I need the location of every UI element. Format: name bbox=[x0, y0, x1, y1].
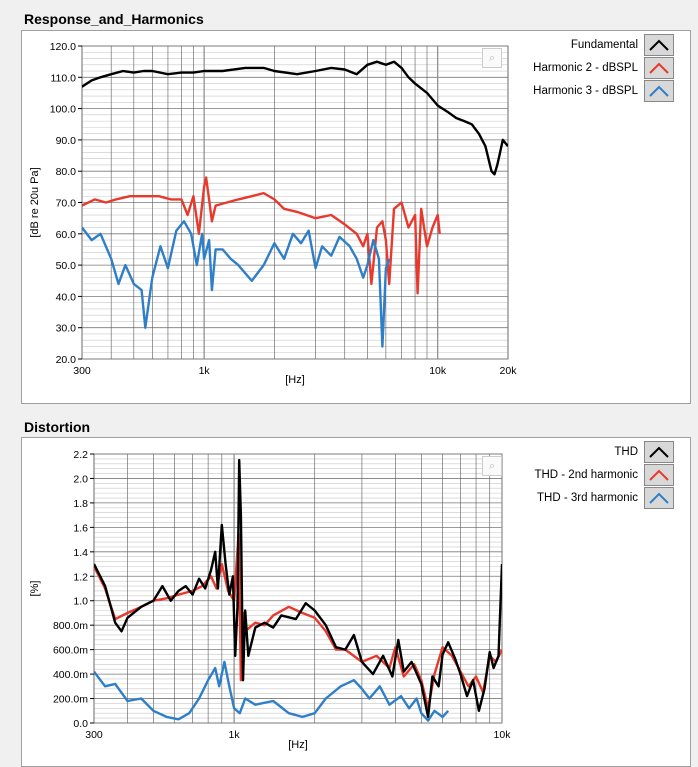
legend-label: Harmonic 3 - dBSPL bbox=[533, 85, 638, 97]
y-tick-label: 110.0 bbox=[51, 72, 77, 84]
legend-swatch-icon[interactable] bbox=[644, 487, 674, 509]
x-tick-label: 300 bbox=[85, 729, 103, 741]
legend-label: Fundamental bbox=[570, 39, 638, 51]
y-tick-label: 80.0 bbox=[56, 166, 77, 178]
legend-entry[interactable]: THD bbox=[614, 441, 674, 463]
legend-entry[interactable]: THD - 3rd harmonic bbox=[537, 487, 674, 509]
legend-swatch-icon[interactable] bbox=[644, 441, 674, 463]
y-tick-label: 2.2 bbox=[73, 449, 88, 461]
x-tick-label: 300 bbox=[73, 365, 91, 377]
y-tick-label: 90.0 bbox=[56, 135, 77, 147]
y-tick-label: 1.0 bbox=[73, 596, 88, 608]
series-line-harmonic-3-dbspl bbox=[82, 220, 391, 348]
x-tick-label: 1k bbox=[199, 365, 211, 377]
x-tick-label: 1k bbox=[229, 729, 241, 741]
legend-label: Harmonic 2 - dBSPL bbox=[533, 62, 638, 74]
legend-label: THD bbox=[614, 446, 638, 458]
legend-entry[interactable]: Fundamental bbox=[571, 34, 674, 56]
series-line-fundamental bbox=[82, 60, 508, 176]
series-line-thd bbox=[94, 458, 502, 719]
legend-swatch-icon[interactable] bbox=[644, 34, 674, 56]
y-axis-label: [%] bbox=[29, 581, 41, 597]
y-tick-label: 100.0 bbox=[50, 104, 76, 116]
y-tick-label: 1.6 bbox=[73, 522, 88, 534]
y-tick-label: 60.0 bbox=[56, 229, 77, 241]
legend-entry[interactable]: Harmonic 2 - dBSPL bbox=[533, 57, 674, 79]
y-tick-label: 200.0m bbox=[53, 694, 88, 706]
y-tick-label: 800.0m bbox=[53, 620, 88, 632]
y-tick-label: 120.0 bbox=[50, 41, 76, 53]
x-tick-label: 20k bbox=[500, 365, 518, 377]
y-tick-label: 2.0 bbox=[73, 473, 88, 485]
y-tick-label: 600.0m bbox=[53, 645, 88, 657]
series-line-harmonic-2-dbspl bbox=[82, 176, 441, 295]
y-axis-label: [dB re 20u Pa] bbox=[29, 167, 41, 237]
legend-swatch-icon[interactable] bbox=[644, 57, 674, 79]
response-chart: 20.0 30.0 40.0 50.0 60.0 70.0 80.0 90.0 100.0 110… bbox=[29, 41, 518, 386]
plot-area bbox=[93, 453, 503, 724]
x-axis-label: [Hz] bbox=[288, 739, 308, 751]
y-tick-label: 50.0 bbox=[56, 260, 77, 272]
y-tick-label: 70.0 bbox=[56, 198, 77, 210]
y-tick-label: 20.0 bbox=[56, 354, 77, 366]
y-tick-label: 40.0 bbox=[56, 291, 77, 303]
legend-entry[interactable]: THD - 2nd harmonic bbox=[534, 464, 674, 486]
distortion-panel-title: Distortion bbox=[24, 419, 91, 435]
series-line-thd-2nd-harmonic bbox=[94, 532, 502, 710]
distortion-chart: 0.0 200.0m 400.0m 600.0m 800.0m 1.0 1.2 1.4 1.6 1… bbox=[29, 449, 512, 751]
y-tick-label: 400.0m bbox=[53, 669, 88, 681]
zoom-icon[interactable]: ⌕ bbox=[482, 456, 502, 476]
response-panel-title: Response_and_Harmonics bbox=[24, 11, 204, 27]
y-tick-label: 1.4 bbox=[73, 547, 88, 559]
y-tick-label: 1.8 bbox=[73, 498, 88, 510]
legend-label: THD - 3rd harmonic bbox=[537, 492, 638, 504]
y-tick-label: 1.2 bbox=[73, 571, 88, 583]
zoom-icon[interactable]: ⌕ bbox=[482, 48, 502, 68]
legend-swatch-icon[interactable] bbox=[644, 80, 674, 102]
legend-swatch-icon[interactable] bbox=[644, 464, 674, 486]
y-tick-label: 30.0 bbox=[56, 323, 77, 335]
x-tick-label: 10k bbox=[429, 365, 447, 377]
x-axis-label: [Hz] bbox=[285, 374, 305, 386]
legend-entry[interactable]: Harmonic 3 - dBSPL bbox=[533, 80, 674, 102]
x-tick-label: 10k bbox=[494, 729, 512, 741]
y-tick-label: 0.0 bbox=[73, 718, 88, 730]
legend-label: THD - 2nd harmonic bbox=[534, 469, 638, 481]
series-line-thd-3rd-harmonic bbox=[94, 660, 450, 722]
